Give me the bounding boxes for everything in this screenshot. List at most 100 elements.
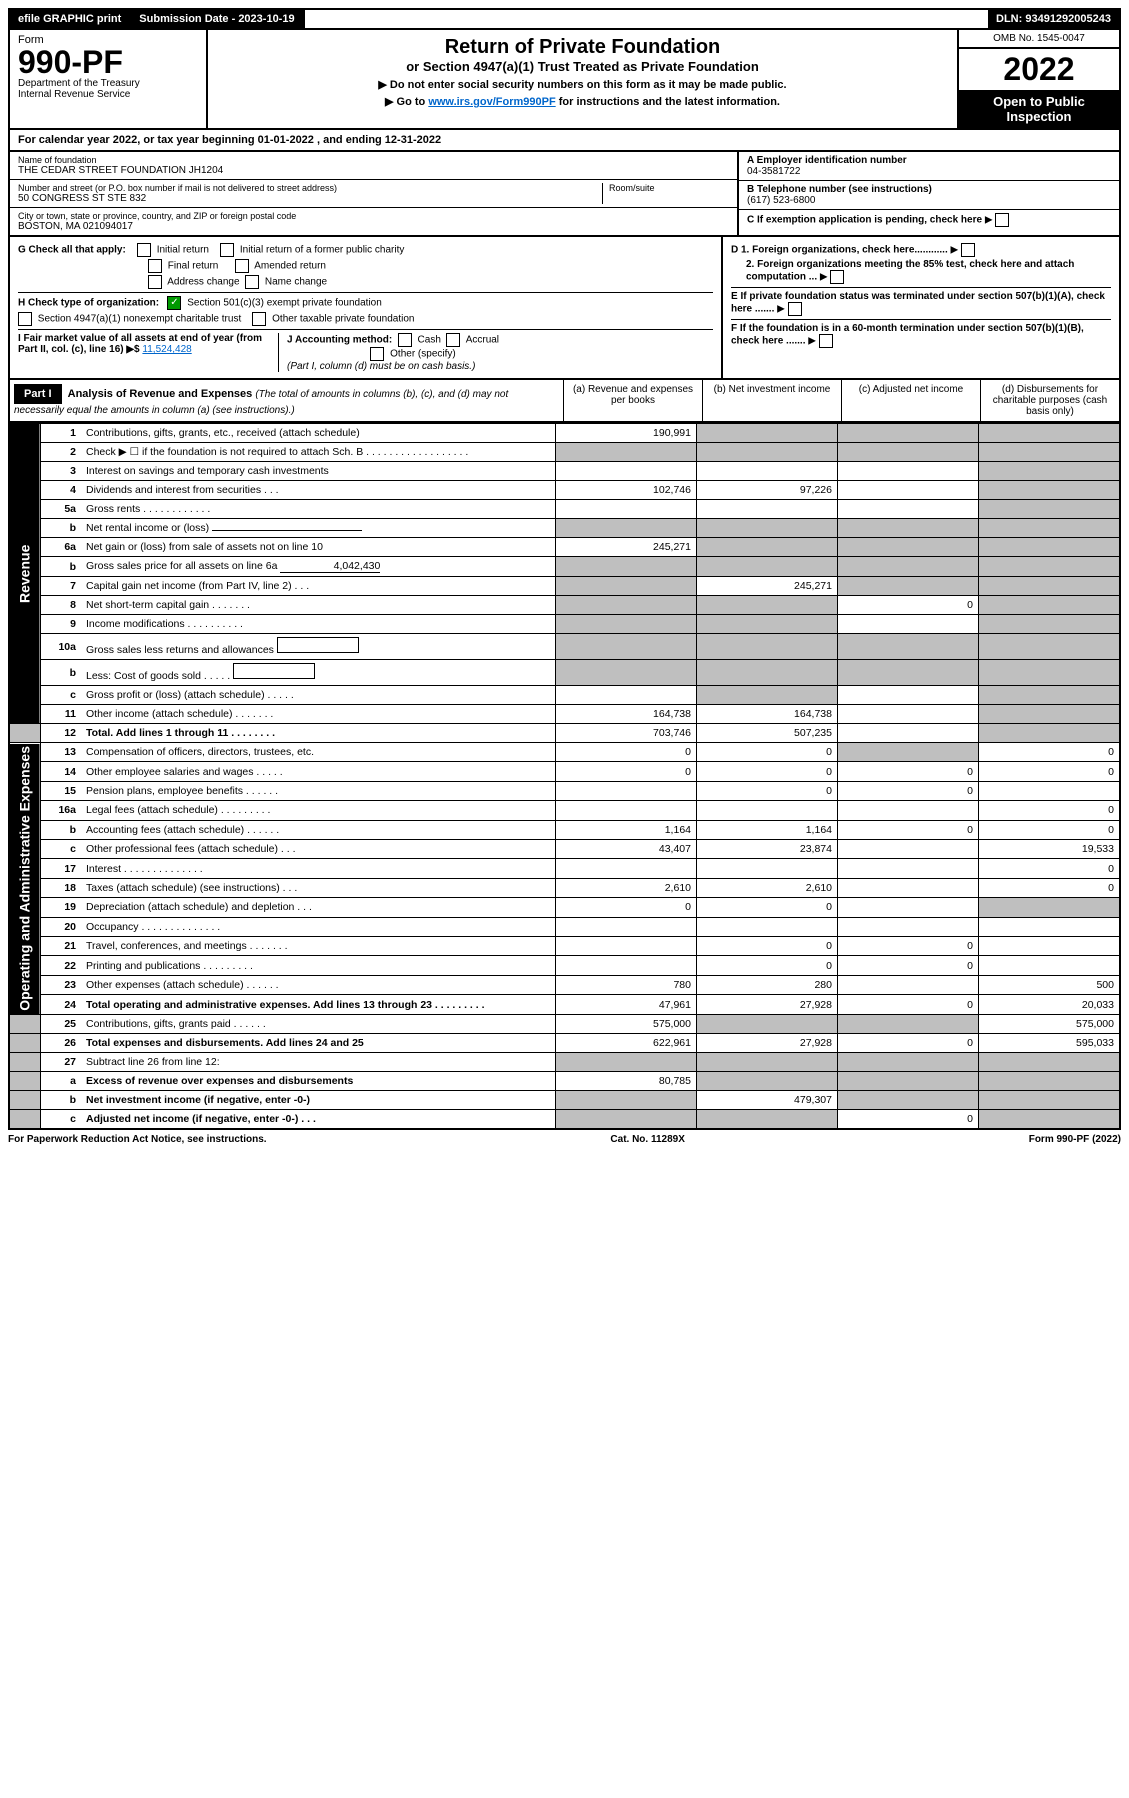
tel-label: B Telephone number (see instructions) — [747, 184, 1111, 195]
ssn-note: ▶ Do not enter social security numbers o… — [214, 78, 951, 91]
cell-value: 0 — [838, 1033, 979, 1052]
cell-value: 0 — [979, 762, 1121, 781]
cell-value: 27,928 — [697, 995, 838, 1015]
cell-value: 164,738 — [556, 705, 697, 724]
name-label: Name of foundation — [18, 155, 729, 165]
line-label: Income modifications . . . . . . . . . . — [81, 615, 556, 634]
line-label: Accounting fees (attach schedule) . . . … — [81, 820, 556, 839]
line-label: Check ▶ ☐ if the foundation is not requi… — [81, 443, 556, 462]
initial-return-checkbox[interactable] — [137, 243, 151, 257]
d1-checkbox[interactable] — [961, 243, 975, 257]
table-row: 7Capital gain net income (from Part IV, … — [9, 577, 1120, 596]
line-label: Travel, conferences, and meetings . . . … — [81, 937, 556, 956]
4947-checkbox[interactable] — [18, 312, 32, 326]
cell-value: 507,235 — [697, 724, 838, 743]
cell-value: 0 — [979, 859, 1121, 878]
cell-value: 245,271 — [556, 538, 697, 557]
line-label: Gross profit or (loss) (attach schedule)… — [81, 686, 556, 705]
cell-value: 2,610 — [556, 878, 697, 897]
line-label: Adjusted net income (if negative, enter … — [81, 1109, 556, 1129]
cell-value: 575,000 — [979, 1014, 1121, 1033]
table-row: 3Interest on savings and temporary cash … — [9, 462, 1120, 481]
line-label: Other expenses (attach schedule) . . . .… — [81, 975, 556, 994]
amended-return-label: Amended return — [254, 261, 326, 272]
line-label: Capital gain net income (from Part IV, l… — [81, 577, 556, 596]
amended-return-checkbox[interactable] — [235, 259, 249, 273]
e-checkbox[interactable] — [788, 302, 802, 316]
ein-value: 04-3581722 — [747, 166, 1111, 177]
line-label: Interest . . . . . . . . . . . . . . — [81, 859, 556, 878]
cash-checkbox[interactable] — [398, 333, 412, 347]
cell-value: 20,033 — [979, 995, 1121, 1015]
dln: DLN: 93491292005243 — [988, 10, 1119, 28]
final-return-checkbox[interactable] — [148, 259, 162, 273]
line-label: Other income (attach schedule) . . . . .… — [81, 705, 556, 724]
cell-value: 2,610 — [697, 878, 838, 897]
form-footer: Form 990-PF (2022) — [1029, 1134, 1121, 1145]
other-method-label: Other (specify) — [390, 349, 456, 360]
cell-value: 595,033 — [979, 1033, 1121, 1052]
inline-value: 4,042,430 — [280, 560, 380, 573]
line-label: Gross rents . . . . . . . . . . . . — [81, 500, 556, 519]
tel-value: (617) 523-6800 — [747, 195, 1111, 206]
table-row: 20Occupancy . . . . . . . . . . . . . . — [9, 917, 1120, 936]
goto-prefix: ▶ Go to — [385, 96, 428, 108]
efile-print-button[interactable]: efile GRAPHIC print — [10, 10, 131, 28]
line-label: Subtract line 26 from line 12: — [81, 1052, 556, 1071]
initial-former-checkbox[interactable] — [220, 243, 234, 257]
initial-former-label: Initial return of a former public charit… — [240, 245, 405, 256]
check-section: G Check all that apply: Initial return I… — [8, 237, 1121, 380]
line-label: Pension plans, employee benefits . . . .… — [81, 781, 556, 800]
final-return-label: Final return — [168, 261, 219, 272]
name-change-checkbox[interactable] — [245, 275, 259, 289]
part1-badge: Part I — [14, 384, 62, 404]
j-note: (Part I, column (d) must be on cash basi… — [287, 361, 475, 372]
accrual-checkbox[interactable] — [446, 333, 460, 347]
table-row: 10aGross sales less returns and allowanc… — [9, 634, 1120, 660]
cell-value: 27,928 — [697, 1033, 838, 1052]
f-checkbox[interactable] — [819, 334, 833, 348]
city-state-zip: BOSTON, MA 021094017 — [18, 221, 729, 232]
cell-value: 80,785 — [556, 1071, 697, 1090]
other-taxable-checkbox[interactable] — [252, 312, 266, 326]
fmv-value[interactable]: 11,524,428 — [142, 344, 191, 355]
form-subtitle: or Section 4947(a)(1) Trust Treated as P… — [214, 59, 951, 74]
cell-value: 19,533 — [979, 840, 1121, 859]
table-row: 18Taxes (attach schedule) (see instructi… — [9, 878, 1120, 897]
cell-value: 0 — [979, 820, 1121, 839]
f-label: F If the foundation is in a 60-month ter… — [731, 323, 1084, 347]
other-taxable-label: Other taxable private foundation — [272, 314, 414, 325]
501c3-checkbox[interactable] — [167, 296, 181, 310]
line-label: Printing and publications . . . . . . . … — [81, 956, 556, 975]
cell-value: 500 — [979, 975, 1121, 994]
line-label: Net rental income or (loss) — [81, 519, 556, 538]
table-row: cAdjusted net income (if negative, enter… — [9, 1109, 1120, 1129]
col-c-header: (c) Adjusted net income — [841, 380, 980, 421]
table-row: 17Interest . . . . . . . . . . . . . .0 — [9, 859, 1120, 878]
other-method-checkbox[interactable] — [370, 347, 384, 361]
irs-link[interactable]: www.irs.gov/Form990PF — [428, 96, 555, 108]
address-change-checkbox[interactable] — [148, 275, 162, 289]
d2-checkbox[interactable] — [830, 270, 844, 284]
foundation-name: THE CEDAR STREET FOUNDATION JH1204 — [18, 165, 729, 176]
cell-value: 703,746 — [556, 724, 697, 743]
table-row: 15Pension plans, employee benefits . . .… — [9, 781, 1120, 800]
exemption-checkbox[interactable] — [995, 213, 1009, 227]
table-row: 11Other income (attach schedule) . . . .… — [9, 705, 1120, 724]
cell-value: 0 — [697, 781, 838, 800]
line-label: Contributions, gifts, grants, etc., rece… — [81, 424, 556, 443]
j-label: J Accounting method: — [287, 335, 392, 346]
cell-value: 0 — [979, 743, 1121, 762]
line-label: Interest on savings and temporary cash i… — [81, 462, 556, 481]
part1-table: Revenue 1 Contributions, gifts, grants, … — [8, 423, 1121, 1130]
line-label: Total operating and administrative expen… — [81, 995, 556, 1015]
top-bar: efile GRAPHIC print Submission Date - 20… — [8, 8, 1121, 30]
line-label: Net short-term capital gain . . . . . . … — [81, 596, 556, 615]
table-row: bGross sales price for all assets on lin… — [9, 557, 1120, 577]
form-number: 990-PF — [18, 46, 198, 78]
line-label: Total. Add lines 1 through 11 . . . . . … — [81, 724, 556, 743]
line-label: Taxes (attach schedule) (see instruction… — [81, 878, 556, 897]
table-row: 25Contributions, gifts, grants paid . . … — [9, 1014, 1120, 1033]
table-row: 6aNet gain or (loss) from sale of assets… — [9, 538, 1120, 557]
cell-value: 23,874 — [697, 840, 838, 859]
